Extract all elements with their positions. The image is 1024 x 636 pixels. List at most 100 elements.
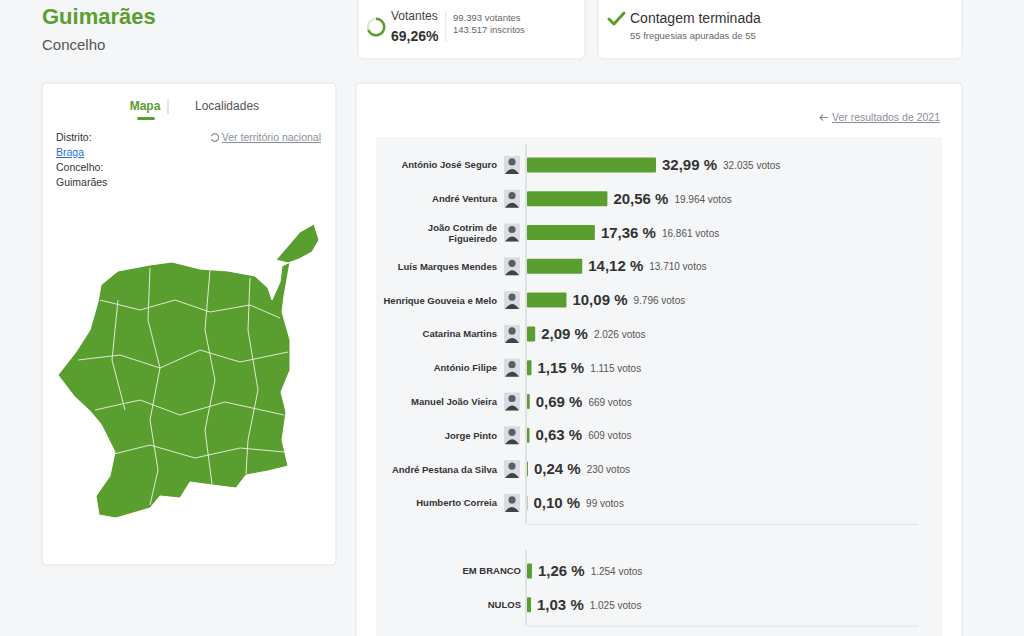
field-label: Concelho: bbox=[56, 161, 103, 173]
value-label: 0,63 % bbox=[535, 426, 582, 443]
photo-body bbox=[505, 473, 519, 478]
photo-head bbox=[508, 226, 515, 233]
photo-head bbox=[508, 294, 515, 301]
bar bbox=[527, 597, 531, 612]
tab-underline bbox=[137, 117, 155, 120]
field-value: Guimarães bbox=[56, 176, 107, 188]
reset-link[interactable]: Ver território nacional bbox=[222, 131, 321, 143]
photo-frame bbox=[504, 393, 520, 411]
field-link[interactable]: Braga bbox=[56, 146, 84, 158]
label-line: Manuel João Vieira bbox=[411, 396, 498, 407]
photo-head bbox=[508, 158, 515, 165]
photo-head bbox=[508, 327, 515, 334]
axis-line bbox=[528, 626, 919, 627]
map-border bbox=[148, 268, 160, 505]
label-line: Catarina Martins bbox=[423, 328, 497, 339]
value-label: 2,09 % bbox=[541, 325, 588, 342]
previous-results-link[interactable]: Ver resultados de 2021 bbox=[832, 111, 940, 123]
tab[interactable]: Localidades bbox=[195, 99, 259, 113]
photo-body bbox=[505, 406, 519, 411]
label-line: João Cotrim de bbox=[428, 222, 497, 233]
label-line: Figueiredo bbox=[448, 233, 497, 244]
bar bbox=[527, 157, 656, 172]
photo-frame bbox=[504, 426, 520, 444]
x-axis bbox=[528, 626, 919, 627]
chart-background bbox=[376, 137, 942, 636]
baseline bbox=[526, 144, 527, 524]
bar bbox=[527, 462, 528, 477]
turnout-ring bbox=[367, 18, 385, 37]
card-divider bbox=[446, 11, 447, 42]
photo-head bbox=[508, 260, 515, 267]
photo-body bbox=[505, 507, 519, 512]
votes-label: 2.026 votos bbox=[594, 329, 646, 340]
candidate-name: Catarina Martins bbox=[423, 328, 497, 339]
votes-label: 609 votos bbox=[588, 430, 631, 441]
bar bbox=[527, 360, 531, 375]
tab[interactable]: Mapa bbox=[130, 99, 161, 113]
label-line: António Filipe bbox=[434, 362, 497, 373]
page: GuimarãesConcelhoVotantes69,26%99.393 vo… bbox=[0, 0, 1024, 636]
candidate-photo bbox=[504, 494, 520, 512]
bars bbox=[527, 563, 532, 612]
arrow-icon bbox=[820, 115, 828, 121]
photo-head bbox=[508, 496, 515, 503]
candidate-photo bbox=[504, 224, 520, 242]
label-line: André Pestana da Silva bbox=[392, 464, 498, 475]
label-line: Humberto Correia bbox=[416, 497, 497, 508]
photo-body bbox=[505, 270, 519, 275]
votes-label: 1.254 votos bbox=[591, 566, 643, 577]
candidate-name: André Pestana da Silva bbox=[392, 464, 498, 475]
candidate-name: Humberto Correia bbox=[416, 497, 497, 508]
bar bbox=[527, 293, 566, 308]
photo-frame bbox=[504, 325, 520, 343]
photo-head bbox=[508, 361, 515, 368]
photo-body bbox=[505, 372, 519, 377]
value-label: 1,03 % bbox=[537, 596, 584, 613]
photo-body bbox=[505, 338, 519, 343]
votes-label: 1.025 votos bbox=[590, 600, 642, 611]
photo-frame bbox=[504, 291, 520, 309]
photo-head bbox=[508, 429, 515, 436]
photo-head bbox=[508, 395, 515, 402]
candidate-photo bbox=[504, 460, 520, 478]
candidate-photo bbox=[504, 190, 520, 208]
value-label: 17,36 % bbox=[601, 224, 656, 241]
label-line: António José Seguro bbox=[401, 159, 497, 170]
candidate-photo bbox=[504, 291, 520, 309]
candidate-name: Luís Marques Mendes bbox=[398, 261, 497, 272]
value-label: 14,12 % bbox=[588, 257, 643, 274]
bar bbox=[527, 495, 528, 510]
votes-label: 1.115 votos bbox=[590, 363, 641, 374]
panel-background bbox=[42, 83, 336, 565]
bar bbox=[527, 563, 532, 578]
label-line: NULOS bbox=[488, 599, 521, 610]
photo-frame bbox=[504, 156, 520, 174]
label-line: Jorge Pinto bbox=[445, 430, 497, 441]
map-border bbox=[110, 445, 284, 458]
value-label: 32,99 % bbox=[662, 156, 717, 173]
bars bbox=[527, 157, 656, 510]
candidate-name: Henrique Gouveia e Melo bbox=[384, 295, 498, 306]
bar bbox=[527, 394, 530, 409]
photo-frame bbox=[504, 359, 520, 377]
card-background bbox=[598, 0, 962, 59]
value-label: 1,15 % bbox=[537, 359, 584, 376]
value-label: 1,26 % bbox=[538, 562, 585, 579]
candidate-photo bbox=[504, 325, 520, 343]
label-line: Luís Marques Mendes bbox=[398, 261, 497, 272]
photo-frame bbox=[504, 224, 520, 242]
value-label: 0,24 % bbox=[534, 460, 581, 477]
candidate-name: EM BRANCO bbox=[462, 565, 521, 576]
results-panel: Ver resultados de 2021 António José Segur… bbox=[356, 83, 962, 636]
photo-body bbox=[505, 304, 519, 309]
photo-frame bbox=[504, 257, 520, 275]
map bbox=[58, 224, 319, 518]
turnout-card: Votantes69,26%99.393 votantes143.517 ins… bbox=[358, 0, 585, 59]
bar bbox=[527, 428, 529, 443]
label-line: EM BRANCO bbox=[462, 565, 521, 576]
candidate-name: André Ventura bbox=[432, 193, 498, 204]
bar bbox=[527, 191, 607, 206]
value-label: 10,09 % bbox=[572, 291, 627, 308]
bar-chart: António José Seguro32,99 %32.035 votosAn… bbox=[384, 144, 919, 524]
